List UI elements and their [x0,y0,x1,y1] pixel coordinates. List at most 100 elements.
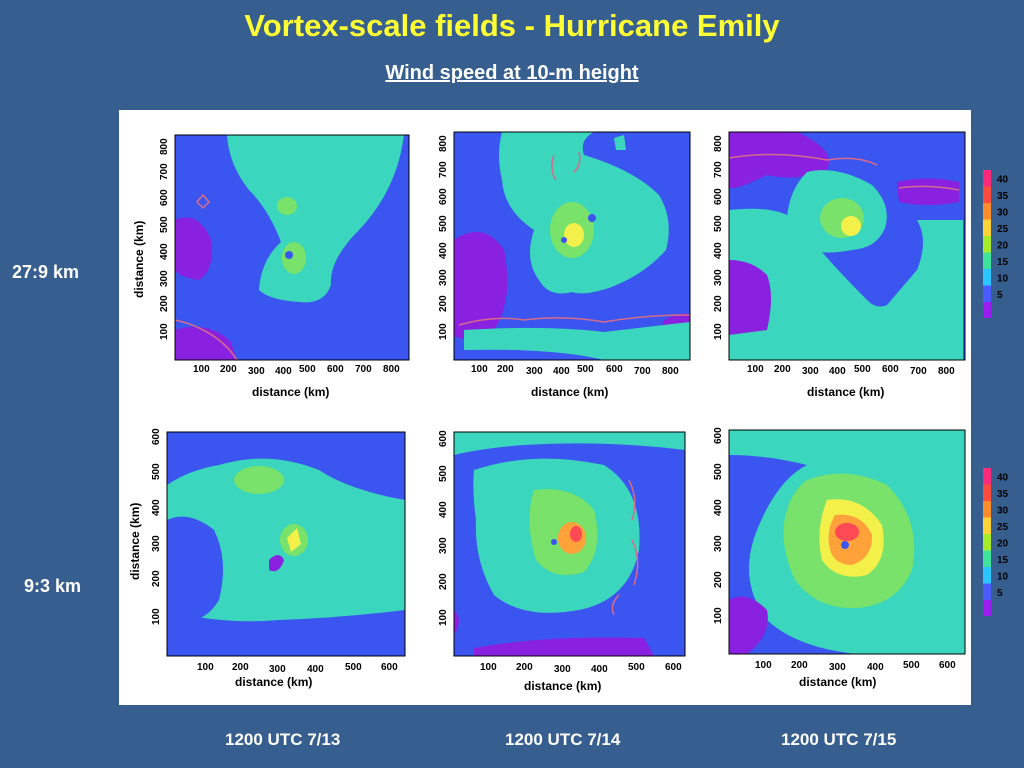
svg-text:500: 500 [151,463,162,480]
svg-text:600: 600 [327,364,344,375]
svg-text:400: 400 [438,501,449,518]
colorbar-swatch [983,269,991,286]
svg-text:500: 500 [438,465,449,482]
colorbar-swatch [983,186,991,203]
svg-text:600: 600 [381,662,398,673]
svg-text:800: 800 [159,138,170,155]
svg-text:500: 500 [438,215,449,232]
svg-text:200: 200 [713,571,724,588]
svg-text:500: 500 [159,216,170,233]
colorbar-swatch [983,236,991,253]
column-label-7-14: 1200 UTC 7/14 [505,730,621,749]
slide-title: Vortex-scale fields - Hurricane Emily [244,8,780,43]
colorbar-level-label: 10 [997,572,1009,583]
svg-text:100: 100 [480,662,497,673]
y-ticks: 100 200 300 400 500 600 700 800 [438,135,449,340]
svg-text:400: 400 [829,366,846,377]
panel-9km-0715-svg: 100 200 300 400 500 600 100 200 300 400 … [713,427,966,689]
svg-text:400: 400 [713,242,724,259]
svg-text:600: 600 [882,364,899,375]
svg-text:700: 700 [159,163,170,180]
y-axis-label: distance (km) [128,503,142,580]
colorbar-bottom: 40 35 30 25 20 15 10 5 [983,468,1009,616]
panel-27km-0715: 100 200 300 400 500 600 700 800 100 200 … [677,110,971,405]
svg-text:500: 500 [854,364,871,375]
colorbar-level-label: 20 [997,241,1009,252]
svg-text:200: 200 [516,662,533,673]
panel-9km-0713-svg: 100 200 300 400 500 600 100 200 300 400 … [128,428,406,689]
svg-text:100: 100 [151,608,162,625]
svg-text:200: 200 [220,364,237,375]
svg-text:500: 500 [903,660,920,671]
column-label-7-13: 1200 UTC 7/13 [225,730,341,749]
svg-text:100: 100 [438,609,449,626]
colorbar-swatch [983,550,991,567]
colorbar-swatch [983,567,991,584]
svg-text:200: 200 [791,660,808,671]
colorbar-level-label: 15 [997,257,1009,268]
row-label-27-9km: 27:9 km [12,262,80,282]
colorbar-top: 40 35 30 25 20 15 10 5 [983,170,1009,318]
y-ticks: 100 200 300 400 500 600 700 800 [159,138,170,340]
x-ticks: 100 200 300 400 500 600 [755,660,956,673]
svg-text:400: 400 [151,499,162,516]
colorbar-swatch [983,501,991,518]
svg-text:300: 300 [438,537,449,554]
svg-text:500: 500 [577,364,594,375]
svg-text:400: 400 [867,662,884,673]
svg-text:800: 800 [438,135,449,152]
svg-text:400: 400 [275,366,292,377]
colorbar-level-label: 25 [997,522,1009,533]
svg-text:100: 100 [471,364,488,375]
colorbar-swatch [983,583,991,600]
x-axis-label: distance (km) [524,679,601,693]
svg-text:200: 200 [438,573,449,590]
colorbar-level-label: 30 [997,506,1009,517]
subtitle-text: Wind speed at 10-m height [385,62,639,84]
colorbar-level-label: 10 [997,274,1009,285]
panel-9km-0714: 100 200 300 400 500 600 100 200 300 400 … [404,410,704,705]
svg-text:800: 800 [383,364,400,375]
colorbar-level-label: 5 [997,588,1003,599]
svg-text:300: 300 [829,662,846,673]
x-axis-label: distance (km) [807,385,884,399]
x-axis-label: distance (km) [531,385,608,399]
svg-text:600: 600 [713,188,724,205]
colorbar-level-label: 25 [997,224,1009,235]
colorbar-level-label: 35 [997,489,1009,500]
svg-text:100: 100 [755,660,772,671]
x-ticks: 100 200 300 400 500 600 [480,662,682,675]
svg-text:300: 300 [713,535,724,552]
svg-text:800: 800 [938,366,955,377]
panel-27km-0715-svg: 100 200 300 400 500 600 700 800 100 200 … [713,131,966,399]
svg-text:200: 200 [774,364,791,375]
svg-text:300: 300 [526,366,543,377]
svg-text:200: 200 [232,662,249,673]
colorbar-swatch [983,203,991,220]
svg-text:100: 100 [159,323,170,340]
row-label-9-3km: 9:3 km [24,576,82,596]
svg-text:800: 800 [662,366,679,377]
svg-text:200: 200 [438,295,449,312]
panel-9km-0715: 100 200 300 400 500 600 100 200 300 400 … [677,410,971,700]
slide-subtitle: Wind speed at 10-m height [0,62,1024,85]
colorbar-level-label: 40 [997,175,1009,186]
svg-text:300: 300 [151,535,162,552]
svg-text:100: 100 [197,662,214,673]
svg-text:600: 600 [713,427,724,444]
svg-text:600: 600 [665,662,682,673]
y-ticks: 100 200 300 400 500 600 [438,430,449,626]
svg-text:300: 300 [438,269,449,286]
svg-text:700: 700 [713,161,724,178]
x-ticks: 100 200 300 400 500 600 700 800 [747,364,955,377]
svg-text:800: 800 [713,135,724,152]
colorbar-level-label: 20 [997,539,1009,550]
panel-27km-0713: 100 200 300 400 500 600 700 800 100 200 … [119,110,419,405]
colorbar-swatch [983,252,991,269]
colorbar-swatch [983,517,991,534]
svg-text:400: 400 [591,664,608,675]
colorbar-swatch [983,534,991,551]
svg-text:100: 100 [713,323,724,340]
svg-text:500: 500 [345,662,362,673]
y-ticks: 100 200 300 400 500 600 [713,427,724,624]
